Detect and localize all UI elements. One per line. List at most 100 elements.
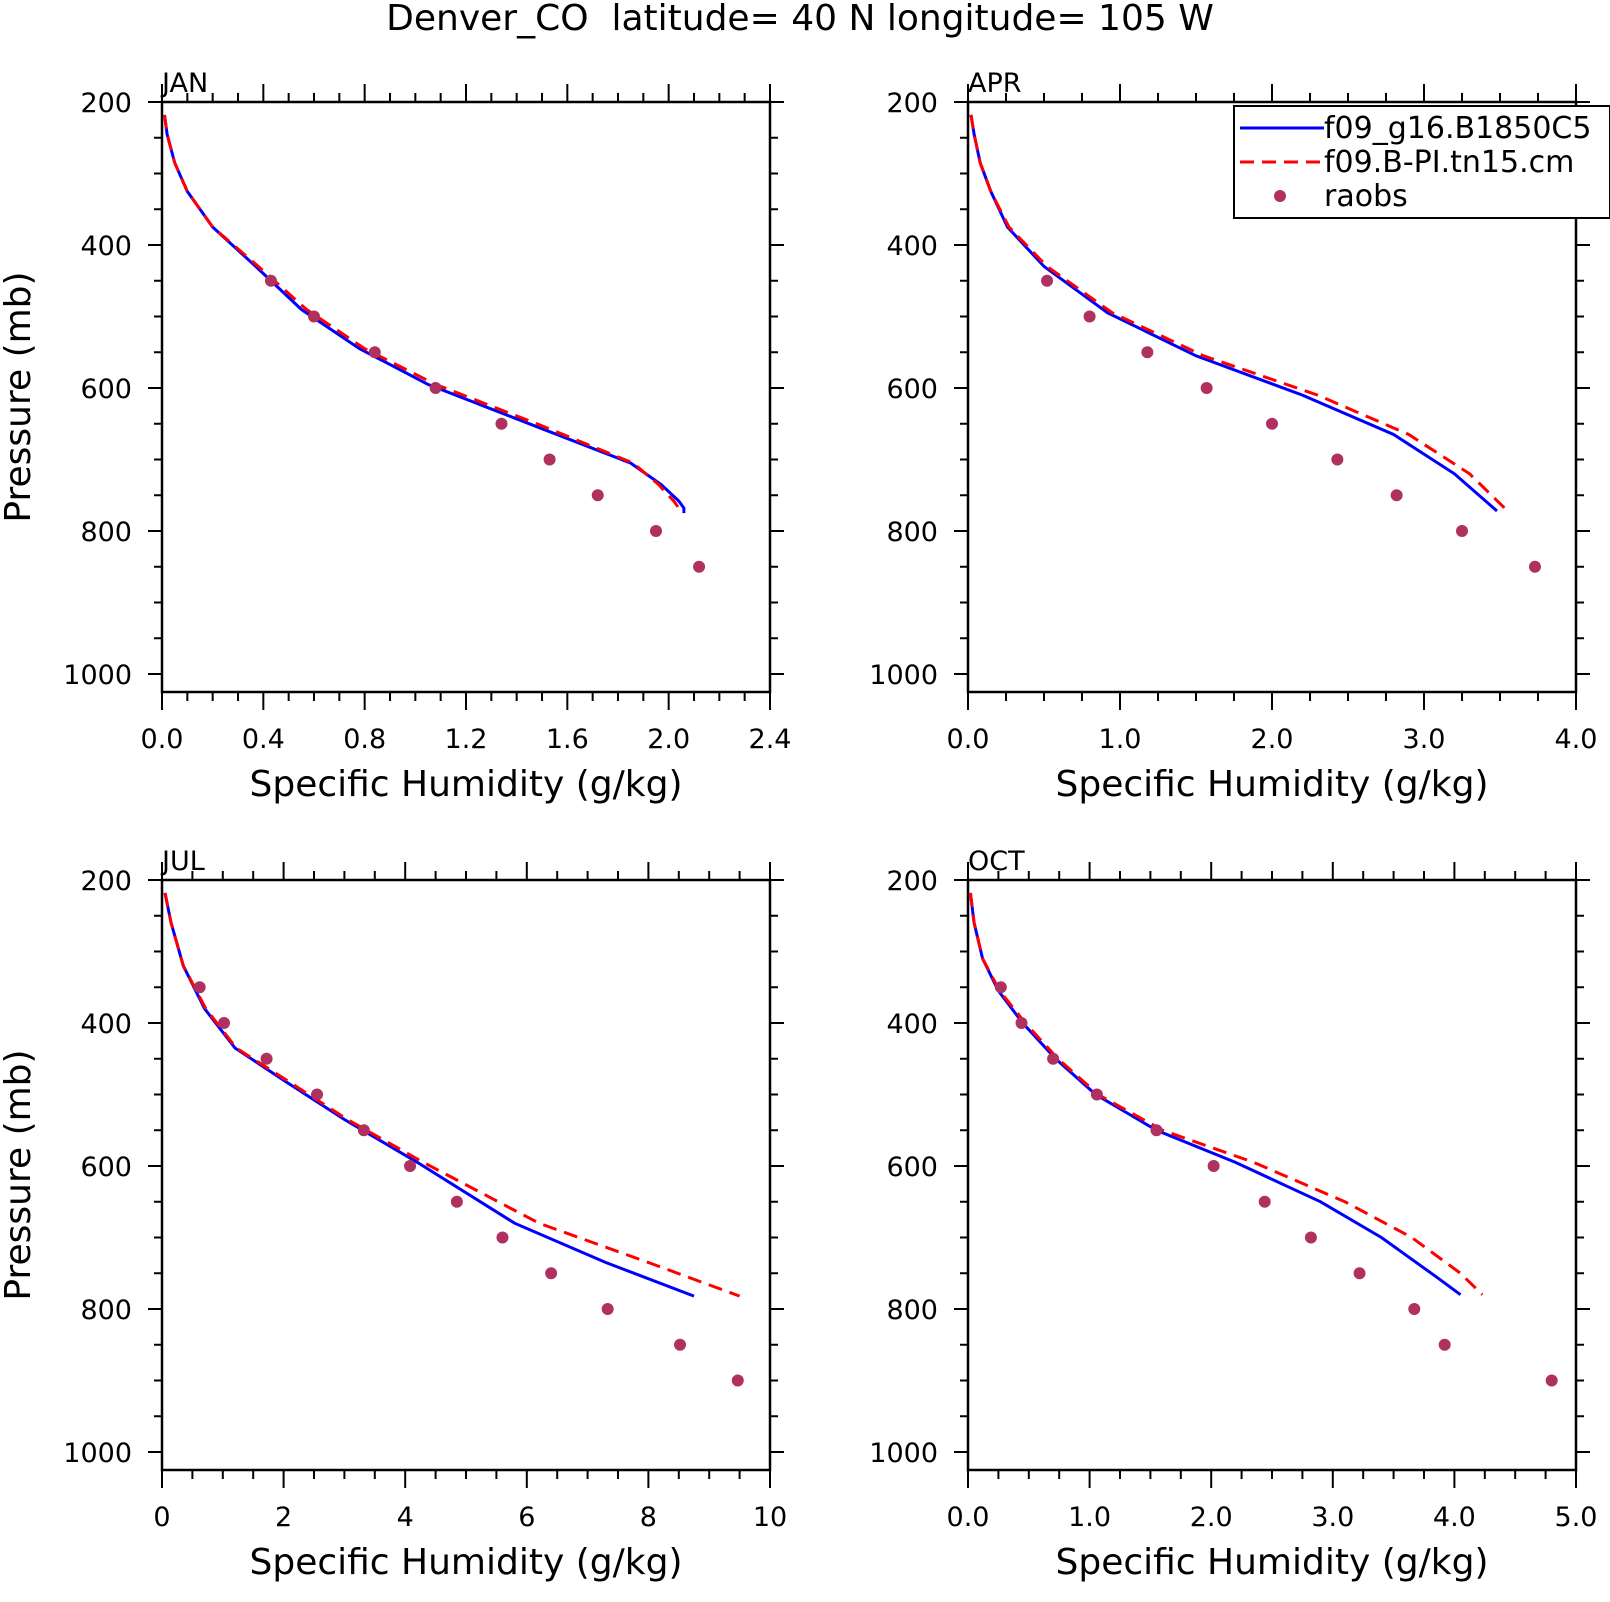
series-line-f09-g16-b1850c5 — [163, 114, 686, 514]
raobs-point — [1390, 489, 1403, 502]
x-axis-label: Specific Humidity (g/kg) — [1055, 1542, 1488, 1583]
raobs-point — [994, 981, 1007, 994]
x-axis-label: Specific Humidity (g/kg) — [249, 764, 682, 805]
raobs-point — [650, 525, 662, 537]
x-tick-label: 2.0 — [1190, 1502, 1233, 1533]
raobs-point — [311, 1088, 324, 1101]
raobs-point — [429, 382, 442, 394]
x-tick-label: 4.0 — [1433, 1502, 1476, 1533]
figure-title: Denver_CO latitude= 40 N longitude= 105 … — [386, 0, 1214, 39]
x-tick-label: 3.0 — [1311, 1502, 1354, 1533]
raobs-point — [1353, 1267, 1366, 1280]
y-tick-label: 200 — [80, 866, 132, 897]
x-tick-label: 0 — [153, 1502, 170, 1533]
x-tick-label: 10 — [753, 1502, 787, 1533]
panels: JAN 200 400 600 800 1000 0.0 0.4 0.8 1.2 1.6 2.0 2.4… — [0, 68, 1597, 1583]
raobs-point — [731, 1374, 744, 1387]
y-tick-label: 400 — [886, 1009, 938, 1040]
x-tick-label: 0.0 — [141, 724, 184, 755]
raobs-point — [1015, 1017, 1028, 1029]
raobs-point — [495, 417, 508, 430]
x-tick-label: 2.0 — [1251, 724, 1294, 755]
raobs-point — [1545, 1374, 1558, 1387]
raobs-point — [674, 1338, 687, 1351]
raobs-point — [1528, 560, 1541, 573]
y-tick-label: 600 — [886, 1152, 938, 1183]
raobs-point — [496, 1231, 509, 1244]
x-tick-label: 8 — [640, 1502, 657, 1533]
y-tick-label: 1000 — [869, 1438, 938, 1469]
x-tick-label: 2.4 — [749, 724, 792, 755]
raobs-point — [1266, 417, 1278, 430]
y-tick-label: 200 — [80, 88, 132, 119]
y-tick-label: 800 — [886, 1295, 938, 1326]
y-tick-label: 800 — [80, 1295, 132, 1326]
x-tick-label: 4.0 — [1555, 724, 1598, 755]
panel-label: JUL — [160, 846, 205, 877]
panel-apr: APR 200 400 600 800 1000 0.0 1.0 2.0 3.0 4.0 Specif… — [869, 68, 1597, 805]
panel-label: JAN — [160, 68, 208, 99]
raobs-point — [1438, 1338, 1451, 1351]
y-tick-label: 600 — [80, 1152, 132, 1183]
raobs-point — [1200, 382, 1213, 394]
x-tick-label: 0.8 — [343, 724, 386, 755]
raobs-point — [1331, 453, 1344, 466]
raobs-point — [1047, 1052, 1060, 1065]
raobs-point — [1207, 1160, 1220, 1172]
raobs-point — [591, 489, 604, 502]
legend-label-raobs: raobs — [1324, 179, 1408, 214]
raobs-point — [1090, 1088, 1103, 1101]
legend-marker-raobs — [1274, 190, 1286, 202]
x-tick-label: 1.0 — [1068, 1502, 1111, 1533]
x-axis-label: Specific Humidity (g/kg) — [1055, 764, 1488, 805]
raobs-point — [308, 310, 320, 323]
raobs-point — [693, 560, 706, 573]
raobs-point — [368, 346, 381, 359]
raobs-point — [1456, 525, 1468, 537]
y-tick-label: 1000 — [63, 1438, 132, 1469]
raobs-point — [264, 274, 277, 287]
x-tick-label: 4 — [397, 1502, 414, 1533]
panel-jul: JUL 200 400 600 800 1000 0 2 4 6 8 10 Specific Humid… — [0, 846, 787, 1583]
raobs-point — [1408, 1303, 1421, 1315]
raobs-point — [601, 1303, 614, 1315]
legend-label-f09-b-pi-tn15-cm: f09.B-PI.tn15.cm — [1324, 145, 1574, 180]
legend-label-f09-g16-b1850c5: f09_g16.B1850C5 — [1324, 111, 1591, 146]
y-tick-label: 800 — [80, 517, 132, 548]
series-line-f09-g16-b1850c5 — [968, 892, 1462, 1296]
x-tick-label: 6 — [518, 1502, 535, 1533]
panel-label: APR — [968, 68, 1022, 99]
raobs-point — [218, 1017, 231, 1029]
panel-label: OCT — [968, 846, 1025, 877]
y-tick-label: 200 — [886, 866, 938, 897]
raobs-point — [450, 1195, 463, 1208]
x-tick-label: 0.4 — [242, 724, 285, 755]
raobs-point — [1304, 1231, 1317, 1244]
raobs-point — [1150, 1124, 1163, 1137]
y-tick-label: 800 — [886, 517, 938, 548]
x-tick-label: 1.0 — [1099, 724, 1142, 755]
raobs-point — [543, 453, 556, 466]
series-line-f09-b-pi-tn15-cm — [163, 114, 681, 514]
raobs-point — [1041, 274, 1054, 287]
x-tick-label: 0.0 — [947, 1502, 990, 1533]
y-tick-label: 1000 — [63, 660, 132, 691]
y-tick-label: 1000 — [869, 660, 938, 691]
raobs-point — [404, 1160, 417, 1172]
x-tick-label: 1.6 — [546, 724, 589, 755]
x-tick-label: 0.0 — [947, 724, 990, 755]
x-axis-label: Specific Humidity (g/kg) — [249, 1542, 682, 1583]
series-line-f09-b-pi-tn15-cm — [163, 892, 741, 1298]
y-tick-label: 200 — [886, 88, 938, 119]
series-line-f09-b-pi-tn15-cm — [968, 892, 1484, 1296]
y-tick-label: 600 — [886, 374, 938, 405]
y-tick-label: 600 — [80, 374, 132, 405]
series-line-f09-g16-b1850c5 — [969, 114, 1498, 513]
plot-frame — [160, 878, 772, 1472]
raobs-point — [545, 1267, 558, 1280]
raobs-point — [260, 1052, 273, 1065]
y-tick-label: 400 — [80, 1009, 132, 1040]
raobs-point — [1258, 1195, 1271, 1208]
